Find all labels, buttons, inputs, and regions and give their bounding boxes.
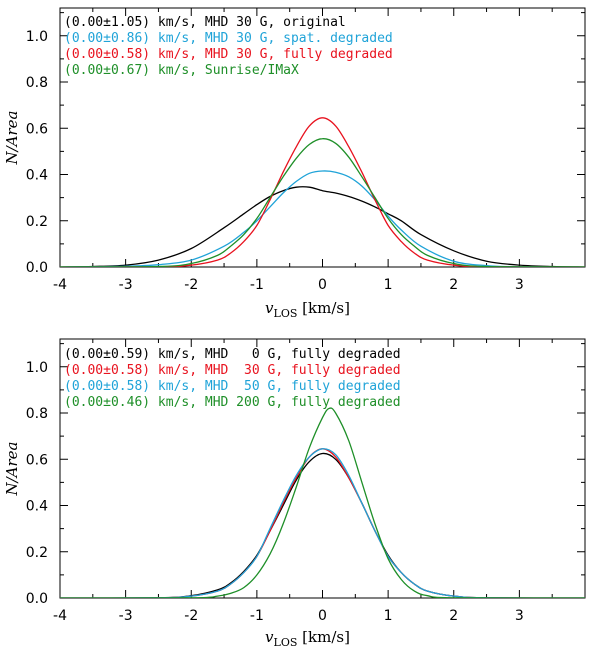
y-tick-label: 0.4	[26, 168, 48, 184]
legend-entry-2: (0.00±0.58) km/s, MHD 30 G, fully degrad…	[64, 363, 401, 378]
series-line-4	[60, 138, 585, 267]
legend-entry-1: (0.00±0.59) km/s, MHD 0 G, fully degrade…	[64, 347, 401, 362]
x-tick-label: 0	[318, 277, 327, 293]
x-tick-label: -3	[119, 608, 133, 624]
y-axis-label: N/Area	[3, 110, 21, 165]
y-tick-label: 0.8	[26, 75, 48, 91]
x-tick-label: -4	[53, 277, 67, 293]
series-line-3	[60, 117, 585, 267]
legend-entry-1: (0.00±1.05) km/s, MHD 30 G, original	[64, 15, 346, 30]
x-tick-label: 0	[318, 608, 327, 624]
x-axis-label: vLOS [km/s]	[265, 299, 350, 320]
y-tick-label: 0.6	[26, 452, 48, 468]
x-tick-label: 3	[515, 277, 524, 293]
legend-entry-3: (0.00±0.58) km/s, MHD 30 G, fully degrad…	[64, 47, 393, 62]
top-panel: -4 -3 -2 -1 0 1 2 3 0.0 0.2 0.4 0.6 0.8 1.0 (0.00±1.05…	[3, 7, 586, 320]
y-tick-label: 0.2	[26, 214, 48, 230]
bottom-panel: -4 -3 -2 -1 0 1 2 3 0.0 0.2 0.4 0.6 0.8 1.0 (0.00±0.59…	[3, 338, 586, 649]
series-line-4	[60, 407, 585, 598]
x-tick-label: -2	[184, 277, 198, 293]
x-tick-label: 2	[449, 608, 458, 624]
series-line-2	[60, 170, 585, 267]
y-tick-label: 0.2	[26, 545, 48, 561]
y-tick-label: 0.6	[26, 121, 48, 137]
y-tick-label: 0.0	[26, 260, 48, 276]
y-tick-label: 0.0	[26, 591, 48, 607]
x-tick-label: -1	[250, 608, 264, 624]
y-tick-label: 0.8	[26, 406, 48, 422]
x-axis-label: vLOS [km/s]	[265, 628, 350, 649]
x-tick-label: -4	[53, 608, 67, 624]
series-line-2	[60, 448, 585, 598]
x-tick-label: -3	[119, 277, 133, 293]
x-tick-label: 2	[449, 277, 458, 293]
legend-entry-4: (0.00±0.46) km/s, MHD 200 G, fully degra…	[64, 395, 401, 410]
legend-entry-2: (0.00±0.86) km/s, MHD 30 G, spat. degrad…	[64, 31, 393, 46]
y-axis-label: N/Area	[3, 441, 21, 496]
legend-entry-4: (0.00±0.67) km/s, Sunrise/IMaX	[64, 63, 299, 78]
y-tick-label: 0.4	[26, 499, 48, 515]
x-tick-label: 3	[515, 608, 524, 624]
y-tick-label: 1.0	[26, 29, 48, 45]
x-tick-label: 1	[384, 277, 393, 293]
x-tick-label: -2	[184, 608, 198, 624]
legend-entry-3: (0.00±0.58) km/s, MHD 50 G, fully degrad…	[64, 379, 401, 394]
series-line-1	[60, 452, 585, 598]
y-tick-label: 1.0	[26, 360, 48, 376]
series-line-3	[60, 448, 585, 598]
x-tick-label: 1	[384, 608, 393, 624]
x-tick-label: -1	[250, 277, 264, 293]
series-line-1	[60, 186, 585, 267]
